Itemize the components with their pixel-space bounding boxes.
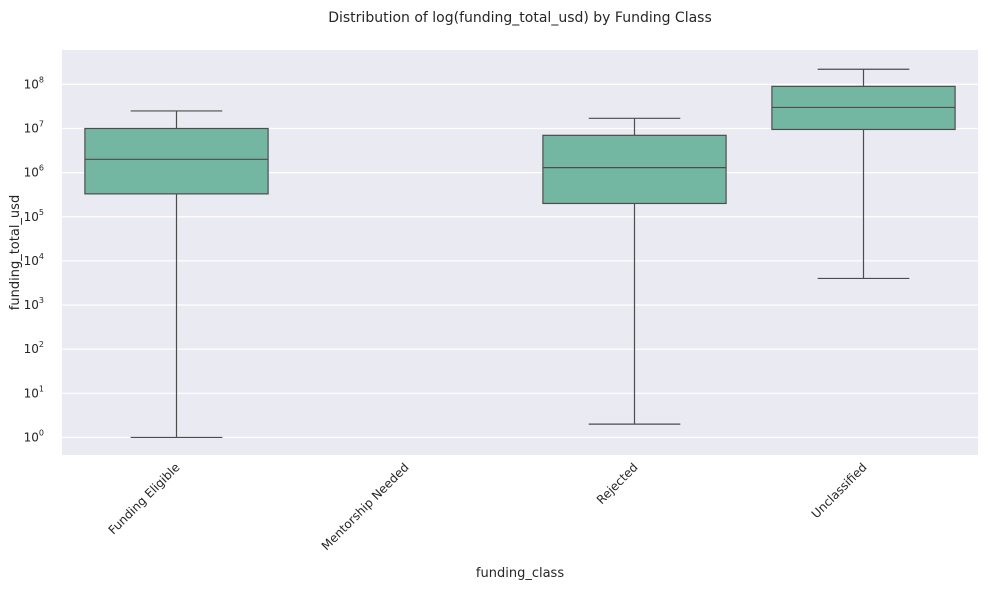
boxes [84, 68, 956, 439]
y-tick-label: 107 [24, 119, 44, 135]
box-3 [542, 117, 727, 425]
y-axis-ticks: 100 101 102 103 104 105 106 107 108 [24, 75, 44, 444]
x-tick-label: Mentorship Needed [319, 460, 412, 553]
iqr-box [542, 134, 727, 205]
chart-title: Distribution of log(funding_total_usd) b… [328, 10, 712, 26]
box-1 [84, 110, 269, 439]
x-tick-label: Unclassified [809, 460, 870, 521]
y-tick-label: 106 [24, 164, 44, 180]
x-tick-label: Rejected [594, 460, 641, 507]
y-tick-label: 102 [24, 340, 44, 356]
iqr-box [84, 127, 269, 195]
y-tick-label: 104 [24, 252, 44, 268]
x-axis-label: funding_class [476, 566, 564, 581]
y-tick-label: 103 [24, 296, 44, 312]
x-axis-ticks: Funding Eligible Mentorship Needed Rejecte… [106, 460, 870, 553]
y-tick-label: 105 [24, 208, 44, 224]
x-tick-label: Funding Eligible [106, 460, 183, 537]
y-tick-label: 101 [24, 384, 44, 400]
y-axis-label: funding_total_usd [8, 195, 23, 310]
y-tick-label: 100 [24, 428, 44, 444]
box-4 [771, 68, 956, 280]
y-tick-label: 108 [24, 75, 44, 91]
